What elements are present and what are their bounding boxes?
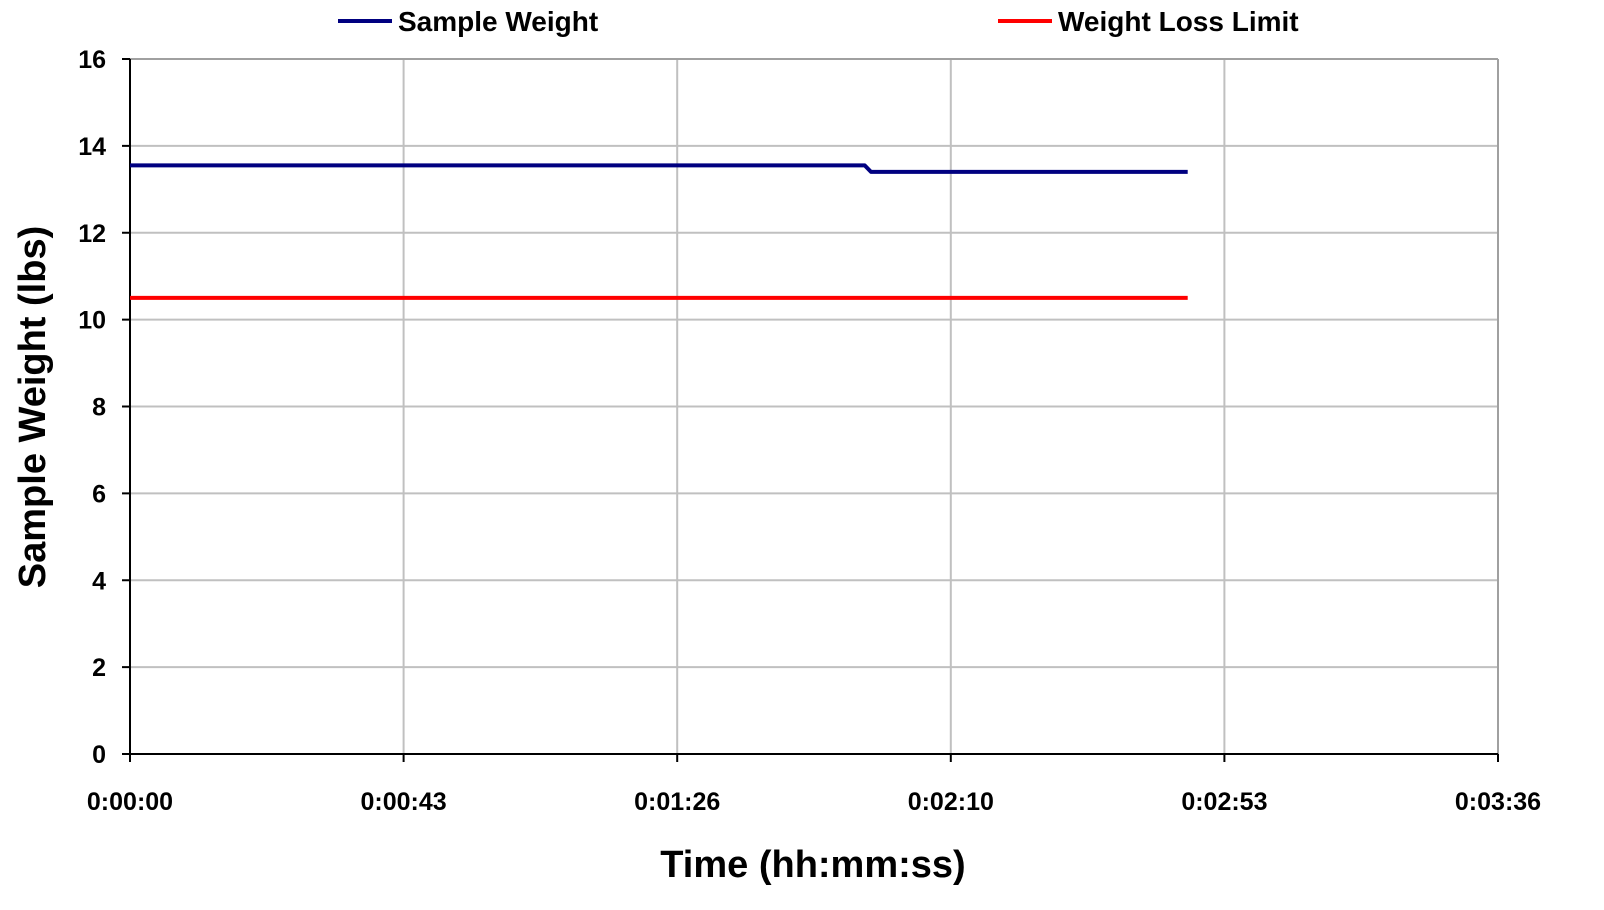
legend-item-sample-weight: Sample Weight: [338, 6, 598, 37]
x-tick-label: 0:02:53: [1181, 788, 1267, 816]
y-tick-label: 12: [78, 220, 106, 248]
grid-lines: [130, 58, 1499, 754]
x-axis-title: Time (hh:mm:ss): [660, 844, 965, 886]
y-tick-label: 2: [92, 654, 106, 682]
series-lines: [130, 163, 1188, 300]
y-tick-label: 4: [92, 567, 106, 595]
y-tick-label: 14: [78, 133, 106, 161]
axes: [122, 58, 1499, 762]
x-tick-label: 0:01:26: [634, 788, 720, 816]
x-tick-label: 0:00:43: [361, 788, 447, 816]
y-tick-label: 10: [78, 307, 106, 335]
tick-labels: 0:00:00 0:00:43 0:01:26 0:02:10 0:02:53 0:03:…: [78, 46, 1541, 816]
y-tick-label: 8: [92, 394, 106, 422]
y-tick-label: 6: [92, 480, 106, 508]
y-tick-label: 16: [78, 46, 106, 74]
legend: Sample Weight Weight Loss Limit: [338, 6, 1299, 37]
x-tick-label: 0:00:00: [87, 788, 173, 816]
x-tick-label: 0:02:10: [908, 788, 994, 816]
x-tick-label: 0:03:36: [1455, 788, 1541, 816]
y-axis-title: Sample Weight (lbs): [12, 226, 54, 588]
series-line-sample-weight: [130, 163, 1188, 174]
legend-item-weight-loss-limit: Weight Loss Limit: [998, 6, 1299, 37]
legend-label-weight-loss-limit: Weight Loss Limit: [1058, 6, 1299, 37]
legend-label-sample-weight: Sample Weight: [398, 6, 598, 37]
y-tick-label: 0: [92, 741, 106, 769]
